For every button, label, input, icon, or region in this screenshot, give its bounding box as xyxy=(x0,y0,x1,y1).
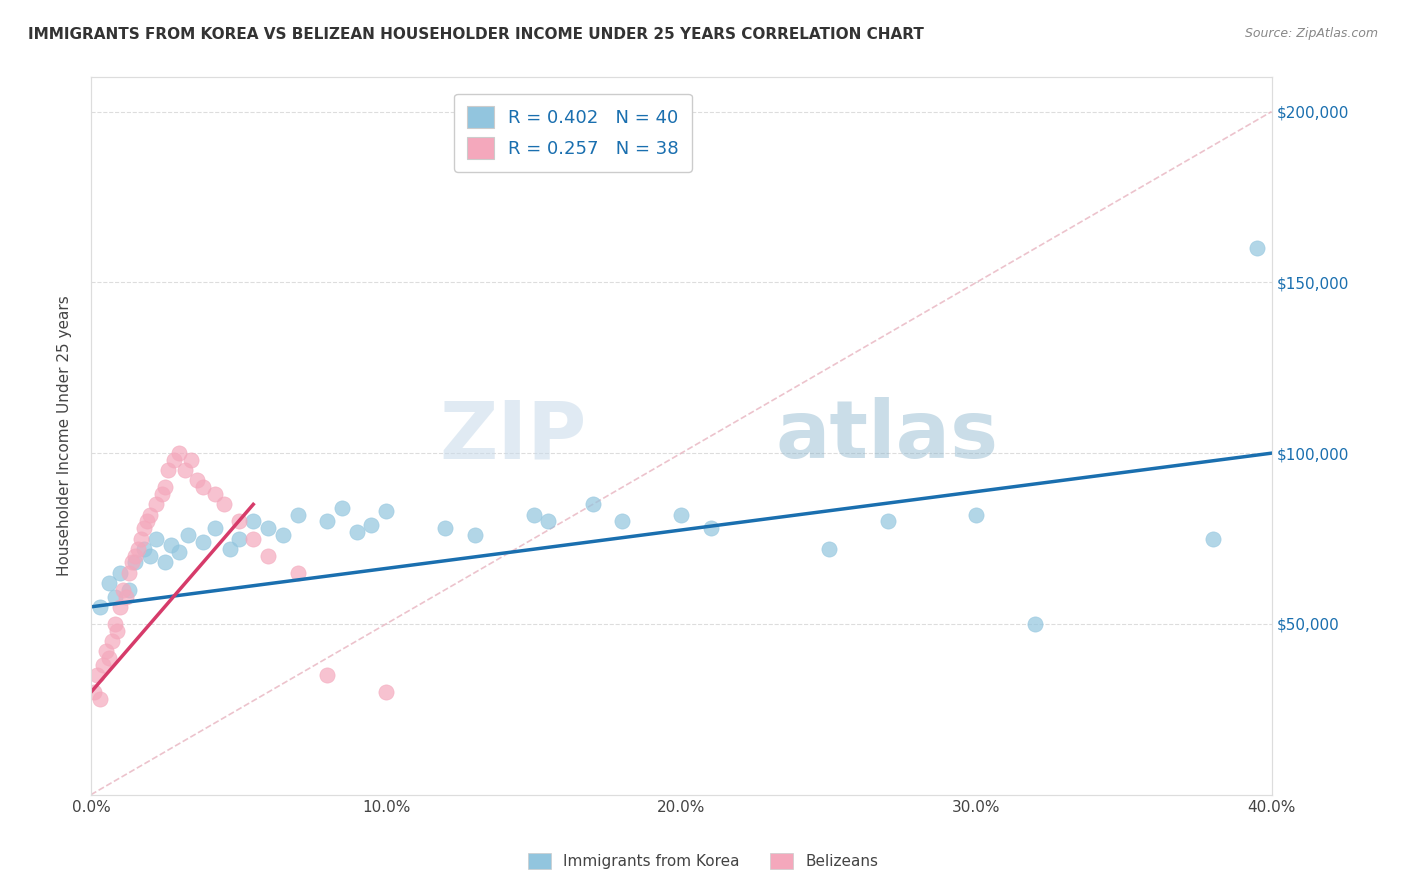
Point xyxy=(287,508,309,522)
Text: IMMIGRANTS FROM KOREA VS BELIZEAN HOUSEHOLDER INCOME UNDER 25 YEARS CORRELATION : IMMIGRANTS FROM KOREA VS BELIZEAN HOUSEH… xyxy=(28,27,924,42)
Point xyxy=(965,508,987,522)
Point xyxy=(124,556,146,570)
Point xyxy=(118,582,141,597)
Point xyxy=(242,532,264,546)
Point xyxy=(132,521,155,535)
Point xyxy=(129,532,152,546)
Point xyxy=(242,515,264,529)
Point xyxy=(156,463,179,477)
Point xyxy=(1246,241,1268,255)
Point xyxy=(89,599,111,614)
Point xyxy=(1024,616,1046,631)
Point xyxy=(257,549,280,563)
Point xyxy=(360,517,382,532)
Point xyxy=(139,508,162,522)
Point xyxy=(271,528,294,542)
Point xyxy=(537,515,560,529)
Point xyxy=(89,692,111,706)
Point xyxy=(107,624,129,638)
Point xyxy=(94,644,117,658)
Point xyxy=(330,500,353,515)
Point xyxy=(204,521,226,535)
Point xyxy=(174,463,197,477)
Point xyxy=(110,599,132,614)
Point xyxy=(139,549,162,563)
Point xyxy=(150,487,173,501)
Legend: Immigrants from Korea, Belizeans: Immigrants from Korea, Belizeans xyxy=(522,847,884,875)
Point xyxy=(112,582,135,597)
Point xyxy=(186,474,208,488)
Point xyxy=(103,590,125,604)
Point xyxy=(204,487,226,501)
Point xyxy=(700,521,723,535)
Point xyxy=(115,590,138,604)
Text: ZIP: ZIP xyxy=(440,397,586,475)
Point xyxy=(162,453,184,467)
Point xyxy=(153,480,176,494)
Point xyxy=(523,508,546,522)
Point xyxy=(876,515,898,529)
Point xyxy=(86,668,108,682)
Point xyxy=(177,528,200,542)
Point xyxy=(118,566,141,580)
Point xyxy=(153,556,176,570)
Point xyxy=(169,446,191,460)
Point xyxy=(257,521,280,535)
Point xyxy=(434,521,457,535)
Point xyxy=(121,556,143,570)
Point xyxy=(145,532,167,546)
Point xyxy=(818,541,841,556)
Point xyxy=(103,616,125,631)
Point xyxy=(1201,532,1223,546)
Point xyxy=(100,634,122,648)
Text: Source: ZipAtlas.com: Source: ZipAtlas.com xyxy=(1244,27,1378,40)
Point xyxy=(212,497,235,511)
Point xyxy=(228,515,250,529)
Point xyxy=(83,685,105,699)
Point xyxy=(287,566,309,580)
Point xyxy=(136,515,159,529)
Text: atlas: atlas xyxy=(776,397,998,475)
Point xyxy=(180,453,202,467)
Legend: R = 0.402   N = 40, R = 0.257   N = 38: R = 0.402 N = 40, R = 0.257 N = 38 xyxy=(454,94,692,172)
Point xyxy=(316,668,339,682)
Point xyxy=(145,497,167,511)
Point xyxy=(169,545,191,559)
Y-axis label: Householder Income Under 25 years: Householder Income Under 25 years xyxy=(58,295,72,576)
Point xyxy=(97,576,120,591)
Point xyxy=(375,685,398,699)
Point xyxy=(228,532,250,546)
Point xyxy=(191,480,214,494)
Point xyxy=(159,538,181,552)
Point xyxy=(671,508,693,522)
Point xyxy=(218,541,240,556)
Point xyxy=(346,524,368,539)
Point xyxy=(132,541,155,556)
Point xyxy=(375,504,398,518)
Point xyxy=(612,515,634,529)
Point xyxy=(91,657,114,672)
Point xyxy=(127,541,149,556)
Point xyxy=(110,566,132,580)
Point xyxy=(582,497,605,511)
Point xyxy=(316,515,339,529)
Point xyxy=(191,535,214,549)
Point xyxy=(464,528,486,542)
Point xyxy=(97,651,120,665)
Point xyxy=(124,549,146,563)
